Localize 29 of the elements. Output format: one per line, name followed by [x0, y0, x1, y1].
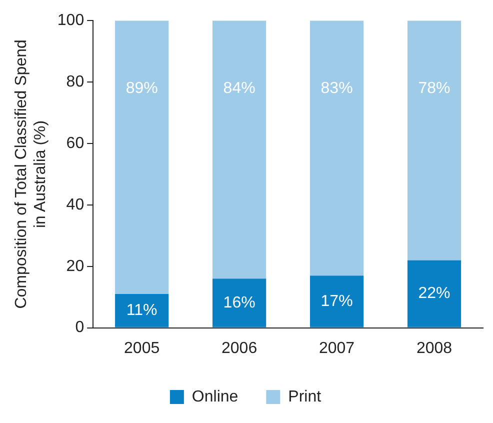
y-tick-label: 40 — [66, 196, 84, 214]
data-label: 11% — [126, 302, 158, 320]
y-tick-label: 0 — [75, 319, 84, 336]
legend-label: Online — [192, 388, 238, 406]
bar — [212, 20, 266, 279]
x-tick-label: 2008 — [416, 340, 452, 357]
y-tick-label: 100 — [57, 12, 84, 30]
data-label: 17% — [320, 292, 353, 310]
data-label: 84% — [223, 80, 256, 98]
data-label: 89% — [126, 80, 158, 98]
bar — [310, 20, 364, 276]
data-label: 83% — [320, 80, 353, 98]
bar — [115, 294, 169, 328]
data-label: 22% — [418, 285, 450, 302]
bar — [115, 20, 169, 294]
data-label: 78% — [418, 80, 450, 98]
y-tick-label: 60 — [66, 134, 84, 152]
bar — [212, 278, 266, 328]
x-tick-label: 2006 — [222, 340, 258, 357]
bar — [310, 276, 364, 328]
y-tick-label: 80 — [66, 73, 84, 90]
x-tick-label: 2007 — [318, 340, 355, 357]
bar — [407, 20, 462, 260]
y-tick-label: 20 — [66, 258, 84, 275]
bar — [407, 260, 462, 328]
legend-label: Print — [288, 388, 322, 406]
x-tick-label: 2005 — [124, 340, 160, 357]
y-axis-title: Composition of Total Classified Spend in Australia (%) — [13, 40, 50, 309]
data-label: 16% — [223, 294, 256, 312]
